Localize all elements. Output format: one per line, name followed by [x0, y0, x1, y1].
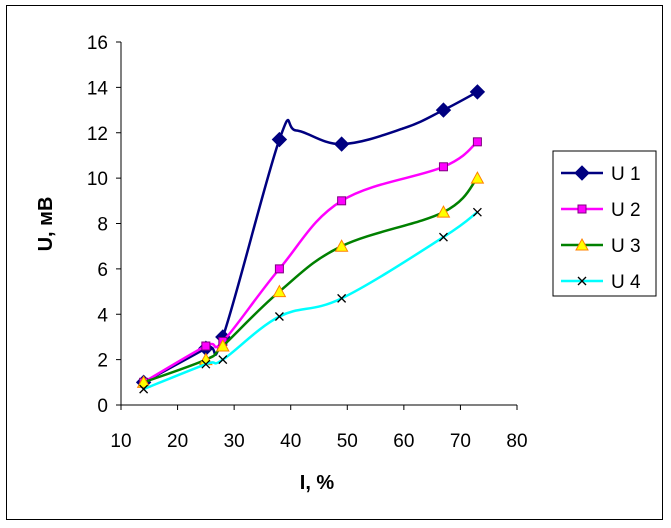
- data-point: [337, 293, 347, 303]
- x-tick-label: 40: [280, 431, 301, 452]
- y-tick-label: 12: [87, 124, 108, 145]
- data-point: [470, 171, 485, 184]
- series-2: [139, 137, 482, 387]
- data-point: [436, 205, 451, 218]
- x-tick-label: 20: [167, 431, 188, 452]
- series-line: [143, 211, 479, 391]
- y-tick-label: 8: [97, 215, 108, 236]
- x-tick-label: 80: [506, 431, 527, 452]
- series-3: [136, 171, 485, 388]
- axes: 0 2 4 6 8 10 12 14 16 10 20 30 40 50 60 70 80: [87, 33, 528, 452]
- legend-label: U 3: [611, 236, 641, 257]
- y-tick-label: 10: [87, 169, 108, 190]
- y-tick-label: 0: [97, 396, 108, 417]
- legend-item: U 1: [561, 164, 641, 185]
- series-4: [139, 207, 482, 394]
- legend-marker: [577, 276, 587, 286]
- series-line: [142, 140, 479, 384]
- data-point: [139, 384, 149, 394]
- x-tick-label: 50: [337, 431, 358, 452]
- series-1: [135, 84, 486, 391]
- y-tick-label: 14: [87, 78, 109, 99]
- legend-label: U 4: [611, 272, 641, 293]
- series-line: [143, 90, 478, 384]
- y-tick-label: 4: [97, 305, 108, 326]
- legend-item: U 4: [561, 272, 641, 293]
- legend: U 1 U 2 U 3 U 4: [552, 150, 657, 297]
- y-tick-label: 6: [97, 260, 108, 281]
- legend-marker: [575, 237, 589, 251]
- data-point: [274, 264, 284, 274]
- data-point: [136, 375, 151, 388]
- data-point: [438, 162, 448, 172]
- data-point: [201, 359, 211, 369]
- data-point: [438, 232, 448, 242]
- legend-box: [552, 150, 657, 297]
- data-point: [333, 136, 350, 152]
- data-point: [218, 355, 228, 365]
- data-point: [272, 284, 287, 298]
- x-tick-label: 10: [110, 431, 131, 452]
- data-point: [337, 196, 347, 206]
- data-point: [472, 137, 482, 147]
- data-point: [435, 102, 452, 118]
- legend-item: U 3: [561, 236, 641, 257]
- data-point: [215, 338, 230, 352]
- series-group: [135, 84, 486, 394]
- data-point: [201, 341, 211, 351]
- y-axis-title: U, мВ: [35, 197, 57, 252]
- y-tick-label: 2: [97, 351, 108, 372]
- legend-item: U 2: [561, 200, 641, 221]
- y-tick-label: 16: [87, 33, 108, 54]
- legend-label: U 1: [611, 164, 641, 185]
- data-point: [469, 84, 486, 100]
- data-point: [274, 312, 284, 321]
- x-tick-label: 70: [450, 431, 471, 452]
- x-tick-label: 30: [224, 431, 245, 452]
- x-tick-label: 60: [393, 431, 414, 452]
- legend-marker: [574, 165, 590, 181]
- legend-label: U 2: [611, 200, 641, 221]
- data-point: [334, 239, 349, 252]
- x-axis-title: I, %: [300, 472, 335, 494]
- data-point: [472, 207, 482, 217]
- data-point: [271, 131, 288, 148]
- legend-marker: [577, 204, 587, 214]
